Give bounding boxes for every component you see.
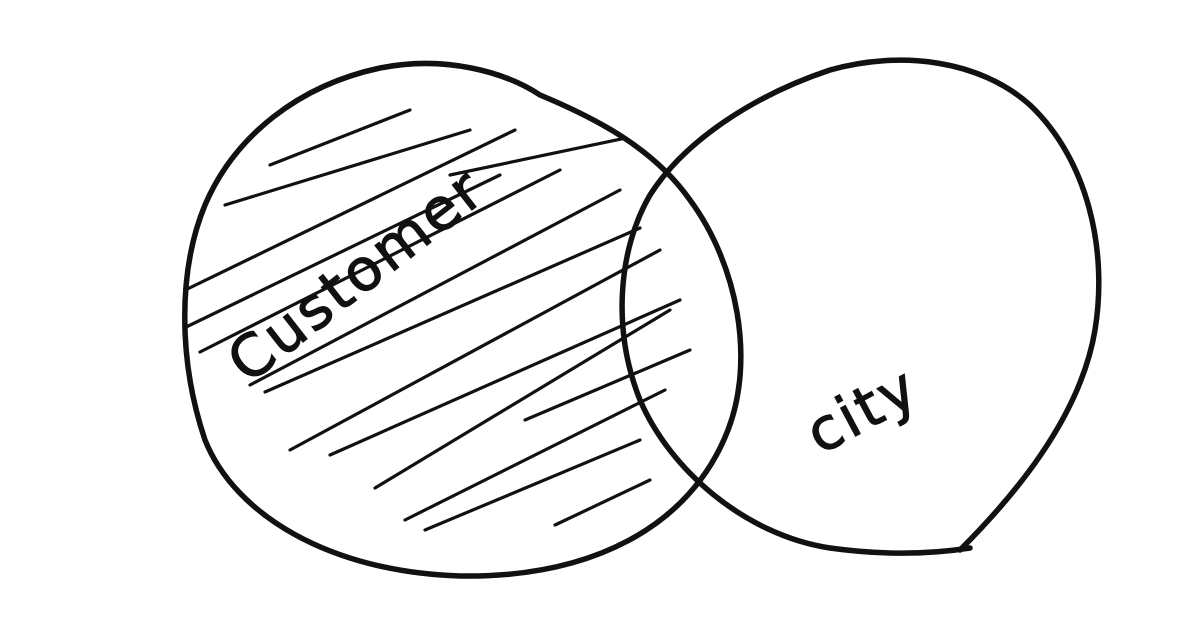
customer-circle	[182, 60, 744, 579]
city-label: city	[795, 352, 930, 467]
customer-hatching	[184, 108, 692, 532]
city-circle	[619, 57, 1102, 556]
